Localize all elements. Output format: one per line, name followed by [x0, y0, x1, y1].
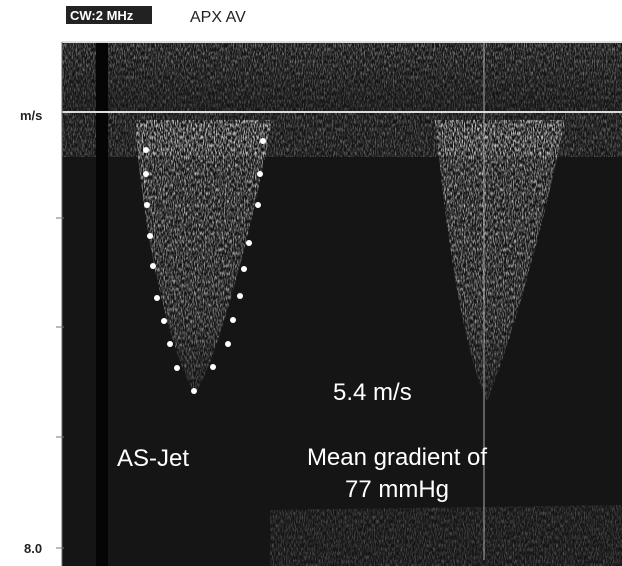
- view-label: APX AV: [190, 9, 246, 26]
- jet-label: AS-Jet: [117, 445, 189, 472]
- gradient-value: 77 mmHg: [345, 476, 449, 503]
- gradient-label: Mean gradient of: [307, 444, 487, 471]
- sweep-bar: [96, 42, 108, 566]
- velocity-label: 5.4 m/s: [333, 379, 412, 406]
- mode-label: CW:2 MHz: [70, 8, 134, 23]
- lower-band: [270, 505, 622, 566]
- scale-label: 8.0: [24, 541, 42, 556]
- doppler-image: CW:2 MHz APX AV m/s 8.0 AS-Jet 5.4 m/s M…: [0, 0, 622, 566]
- unit-label: m/s: [20, 108, 42, 123]
- upper-band: [62, 42, 622, 112]
